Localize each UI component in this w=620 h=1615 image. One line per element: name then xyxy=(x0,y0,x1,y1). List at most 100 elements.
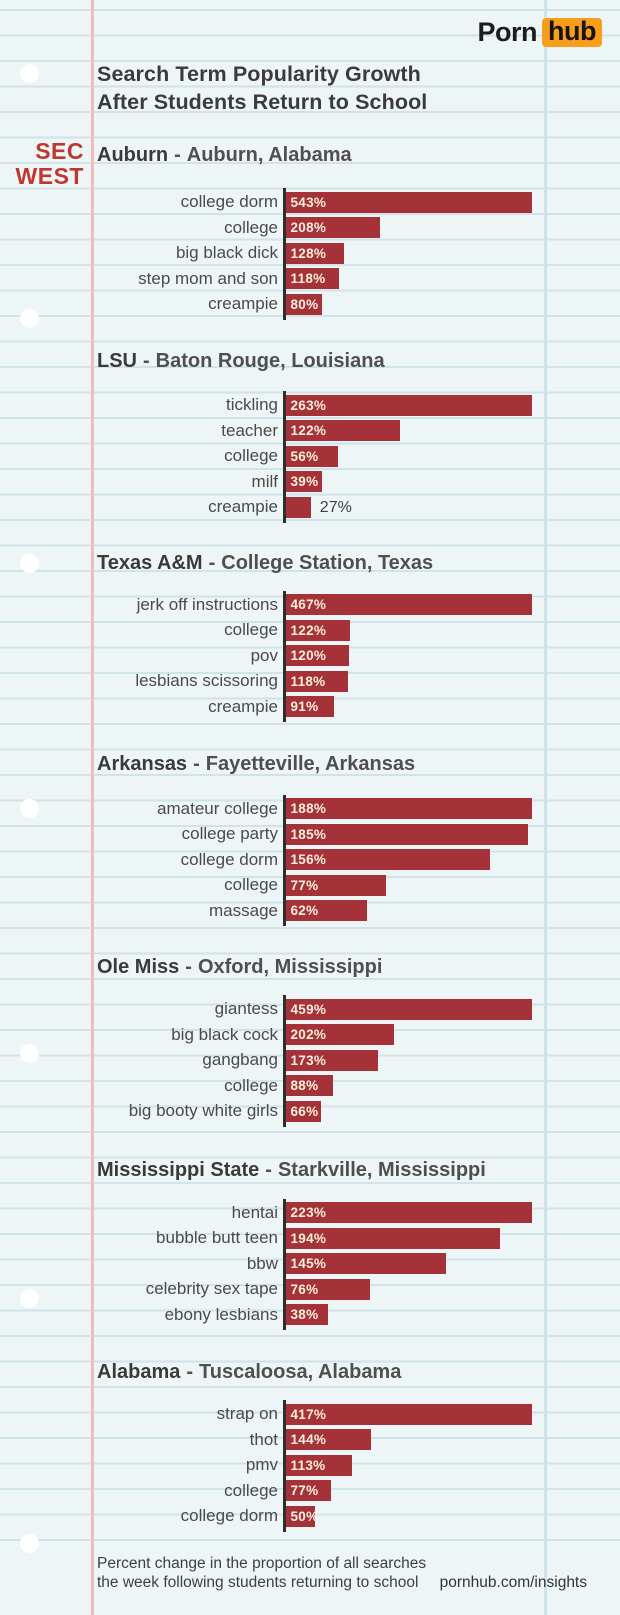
value-label: 38% xyxy=(290,1307,319,1322)
badge-line-1: SEC xyxy=(35,138,84,164)
term-label: lesbians scissoring xyxy=(135,671,278,690)
bar-row: college dorm 156% xyxy=(97,849,545,875)
section-header: LSU - Baton Rouge, Louisiana xyxy=(97,350,537,373)
value-label: 223% xyxy=(290,1205,327,1220)
bar: 76% xyxy=(285,1278,370,1300)
school-name: Alabama xyxy=(97,1361,181,1383)
term-label: tickling xyxy=(226,395,278,414)
value-label: 202% xyxy=(290,1027,327,1042)
bar: 144% xyxy=(285,1429,371,1450)
term-label: ebony lesbians xyxy=(164,1304,278,1324)
bar-chart: strap on 417% thot 144% pmv 113% college 77% col… xyxy=(97,1400,545,1532)
bar: 188% xyxy=(285,798,532,819)
term-label: teacher xyxy=(221,420,278,440)
section-header: Alabama - Tuscaloosa, Alabama xyxy=(97,1361,537,1384)
section-header: Arkansas - Fayetteville, Arkansas xyxy=(97,753,537,776)
term-label: pov xyxy=(250,645,278,665)
bar-row: tickling 263% xyxy=(97,394,545,420)
bar: 417% xyxy=(285,1403,532,1425)
bar-row: strap on 417% xyxy=(97,1403,545,1429)
section-header: Texas A&M - College Station, Texas xyxy=(97,552,537,575)
bar-row: hentai 223% xyxy=(97,1202,545,1228)
bar-row: bbw 145% xyxy=(97,1253,545,1279)
bar: 122% xyxy=(285,420,400,441)
term-label: amateur college xyxy=(157,798,278,818)
school-name: Ole Miss xyxy=(97,956,180,978)
punch-hole xyxy=(20,1533,39,1553)
bar: 88% xyxy=(285,1075,333,1096)
axis-line xyxy=(282,995,286,1127)
term-label: jerk off instructions xyxy=(136,594,278,614)
term-label: giantess xyxy=(214,999,278,1018)
value-label: 113% xyxy=(290,1457,326,1473)
bar: 66% xyxy=(285,1100,321,1122)
bar-row: lesbians scissoring 118% xyxy=(97,670,545,696)
bar: 223% xyxy=(285,1202,532,1223)
school-location: Fayetteville, Arkansas xyxy=(205,753,416,775)
term-label: creampie xyxy=(208,294,278,313)
value-label: 128% xyxy=(290,245,327,261)
bar-row: thot 144% xyxy=(97,1429,545,1455)
term-label: gangbang xyxy=(202,1050,278,1069)
value-label: 122% xyxy=(290,622,327,638)
bar-row: massage 62% xyxy=(97,900,545,926)
bar-row: celebrity sex tape 76% xyxy=(97,1278,545,1304)
bar-chart: giantess 459% big black cock 202% gangbang 17… xyxy=(97,995,545,1127)
bar: 77% xyxy=(285,1480,332,1501)
term-label: creampie xyxy=(208,696,278,716)
bar: 91% xyxy=(285,696,334,717)
school-name: Auburn xyxy=(97,144,169,166)
header-separator: - xyxy=(186,1361,194,1383)
bar-row: teacher 122% xyxy=(97,420,545,446)
bar-row: bubble butt teen 194% xyxy=(97,1227,545,1253)
value-label: 459% xyxy=(290,1001,327,1017)
bar: 113% xyxy=(285,1454,353,1476)
title-line-2: After Students Return to School xyxy=(97,89,428,114)
axis-line xyxy=(282,1198,286,1330)
bar-chart: amateur college 188% college party 185% coll… xyxy=(97,794,545,926)
value-label: 77% xyxy=(290,877,319,893)
axis-line xyxy=(282,590,286,722)
bar-chart: college dorm 543% college 208% big black dic… xyxy=(97,188,545,320)
value-label: 27% xyxy=(319,498,352,516)
value-label: 120% xyxy=(290,648,327,663)
bar: 173% xyxy=(285,1049,379,1071)
term-label: celebrity sex tape xyxy=(145,1279,278,1298)
logo-hub-badge: hub xyxy=(542,18,602,47)
term-label: creampie xyxy=(208,497,278,516)
bar: 263% xyxy=(285,394,532,416)
footnote: Percent change in the proportion of all … xyxy=(97,1554,426,1592)
margin-line-blue xyxy=(544,0,547,1615)
footnote-line-1: Percent change in the proportion of all … xyxy=(97,1555,427,1572)
bar-row: college 77% xyxy=(97,874,545,900)
value-label: 194% xyxy=(290,1230,327,1246)
bar: 185% xyxy=(285,823,529,845)
punch-hole xyxy=(20,798,39,818)
bar-row: pmv 113% xyxy=(97,1454,545,1480)
margin-line-pink xyxy=(91,0,94,1615)
bar-chart: jerk off instructions 467% college 122% pov 1… xyxy=(97,590,545,722)
value-label: 80% xyxy=(290,296,319,312)
term-label: college xyxy=(224,875,278,894)
bar: 194% xyxy=(285,1227,500,1249)
bar-row: college party 185% xyxy=(97,823,545,849)
punch-hole xyxy=(20,1043,39,1063)
term-label: college xyxy=(224,620,278,639)
page-title: Search Term Popularity Growth After Stud… xyxy=(97,61,427,116)
bar: 38% xyxy=(285,1304,328,1325)
value-label: 77% xyxy=(290,1483,319,1498)
term-label: pmv xyxy=(245,1455,278,1474)
axis-line xyxy=(282,391,286,523)
bar xyxy=(285,496,311,518)
school-location: Starkville, Mississippi xyxy=(277,1159,486,1181)
bar-row: gangbang 173% xyxy=(97,1049,545,1075)
bar: 50% xyxy=(285,1505,319,1527)
value-label: 50% xyxy=(290,1508,319,1524)
bar-row: pov 120% xyxy=(97,645,545,671)
bar: 118% xyxy=(285,268,340,289)
value-label: 39% xyxy=(290,474,319,489)
bar-row: big black cock 202% xyxy=(97,1024,545,1050)
term-label: big booty white girls xyxy=(128,1101,278,1120)
term-label: massage xyxy=(209,900,278,920)
